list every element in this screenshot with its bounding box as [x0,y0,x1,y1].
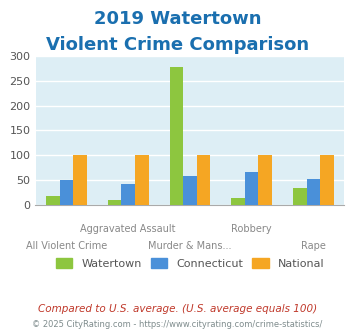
Bar [46,196,60,205]
Text: Compared to U.S. average. (U.S. average equals 100): Compared to U.S. average. (U.S. average … [38,304,317,314]
Bar [245,172,258,205]
Bar [258,155,272,205]
Text: 2019 Watertown: 2019 Watertown [94,10,261,28]
Text: © 2025 CityRating.com - https://www.cityrating.com/crime-statistics/: © 2025 CityRating.com - https://www.city… [32,320,323,329]
Bar [293,188,307,205]
Bar [60,180,73,205]
Text: Violent Crime Comparison: Violent Crime Comparison [46,36,309,54]
Bar [183,176,197,205]
Text: Rape: Rape [301,241,326,251]
Text: Murder & Mans...: Murder & Mans... [148,241,232,251]
Bar [320,155,334,205]
Bar [73,155,87,205]
Bar [231,198,245,205]
Text: All Violent Crime: All Violent Crime [26,241,107,251]
Text: Robbery: Robbery [231,224,272,234]
Bar [135,155,148,205]
Bar [170,67,183,205]
Text: Aggravated Assault: Aggravated Assault [80,224,176,234]
Bar [108,200,121,205]
Legend: Watertown, Connecticut, National: Watertown, Connecticut, National [51,254,328,273]
Bar [197,155,210,205]
Bar [307,180,320,205]
Bar [121,184,135,205]
